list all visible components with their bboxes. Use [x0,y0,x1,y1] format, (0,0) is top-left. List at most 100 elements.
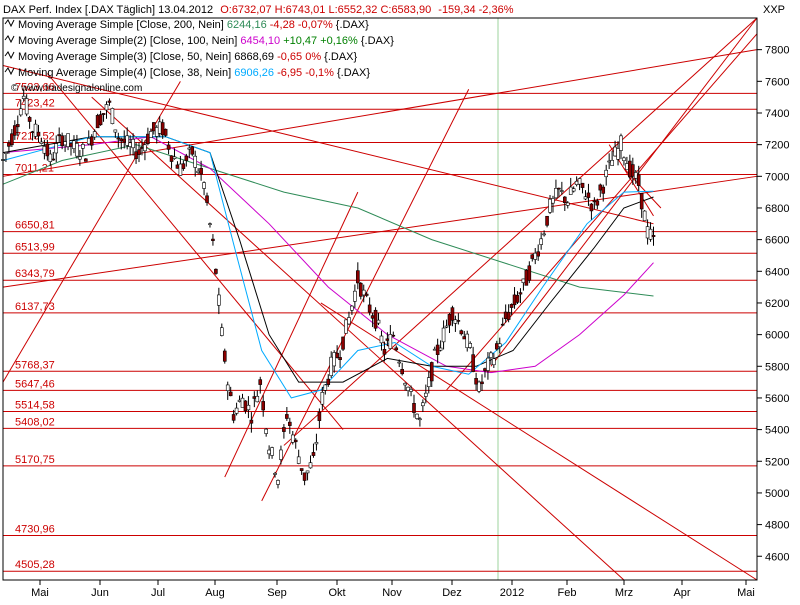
candle-body [205,195,209,203]
candle-body [616,148,620,160]
candle-body [225,384,230,391]
candle-body [403,382,407,386]
legend-diff: +10,47 +0,16% [283,35,361,47]
candle-body [645,226,650,239]
candle-body [361,289,366,296]
candle-body [347,317,351,325]
candle-body [533,252,538,260]
y-tick-label: 5400 [765,425,789,437]
candle-body [57,134,61,137]
candle-body [48,153,53,162]
candle-body [134,151,138,159]
axis-unit: XXP [763,4,785,16]
candle-body [648,228,653,240]
candle-body [69,143,73,147]
candle-body [240,397,245,408]
trend-line [283,17,758,446]
candle-body [202,182,206,189]
y-tick-label: 5200 [765,456,789,468]
legend-row: Moving Average Simple(3) [Close, 50, Nei… [18,51,358,63]
candle-body [214,268,218,274]
level-label: 6137,73 [15,301,55,313]
candle-body [152,122,156,132]
legend-suffix: {.DAX} [361,35,394,47]
candle-body [128,142,132,147]
candle-body [92,131,97,138]
candle-body [199,168,203,175]
candle-body [335,352,339,358]
level-label: 6650,81 [15,220,55,232]
candle-body [639,193,644,210]
candle-body [406,386,410,391]
candle-body [63,141,67,146]
candle-body [220,327,224,336]
trend-line [320,302,758,581]
candle-body [341,336,345,350]
moving-average-line [2,144,654,297]
candle-body [642,210,647,221]
candle-body [560,190,564,192]
candle-body [30,131,35,133]
candle-body [314,442,319,445]
candle-body [489,352,493,358]
candle-body [107,100,112,103]
candle-body [367,304,372,313]
candle-body [636,174,641,186]
candle-body [178,163,183,176]
candle-body [424,392,428,397]
legend-line-icon [4,19,15,28]
candle-body [125,135,129,146]
candle-body [252,396,257,399]
candle-body [462,336,467,340]
candle-body [137,149,141,155]
candle-body [338,357,342,361]
candle-body [610,160,614,166]
x-tick-label: Jul [151,587,165,599]
candle-body [13,125,17,136]
candle-body [518,292,523,295]
candle-body [181,163,186,169]
candle-body [459,330,464,335]
candle-body [353,290,357,302]
candle-body [119,138,124,142]
candle-body [308,462,313,469]
candle-body [279,449,283,460]
candle-body [72,140,76,149]
chart-ohlc: O:6732,07 H:6743,01 L:6552,32 C:6583,90 [220,4,431,16]
y-tick-label: 6800 [765,203,789,215]
candle-body [184,155,189,161]
y-tick-label: 7800 [765,45,789,57]
candle-body [131,138,135,149]
candle-body [255,395,260,403]
candle-body [296,456,301,464]
candle-body [447,314,452,326]
candle-body [598,184,603,191]
legend-line-icon [4,35,15,44]
candle-body [503,311,508,319]
candle-body [276,480,280,485]
candle-body [370,315,375,319]
candle-body [542,233,546,236]
candle-body [551,198,555,204]
candle-body [527,265,532,281]
chart-change: -159,34 -2,36% [438,4,513,16]
candle-body [631,164,635,177]
candle-body [270,447,274,456]
candle-body [15,124,20,128]
candle-body [42,146,47,154]
y-tick-label: 7200 [765,140,789,152]
candle-body [418,418,422,421]
legend-suffix: {.DAX} [324,51,357,63]
candle-body [453,319,458,324]
candle-body [412,403,416,413]
candle-body [577,178,582,185]
candle-body [506,311,511,320]
x-tick-label: 2012 [500,587,524,599]
candle-body [382,348,387,355]
level-label: 4730,96 [15,524,55,536]
candle-body [285,414,289,419]
level-label: 7523,66 [15,81,55,93]
trend-line [91,96,625,581]
